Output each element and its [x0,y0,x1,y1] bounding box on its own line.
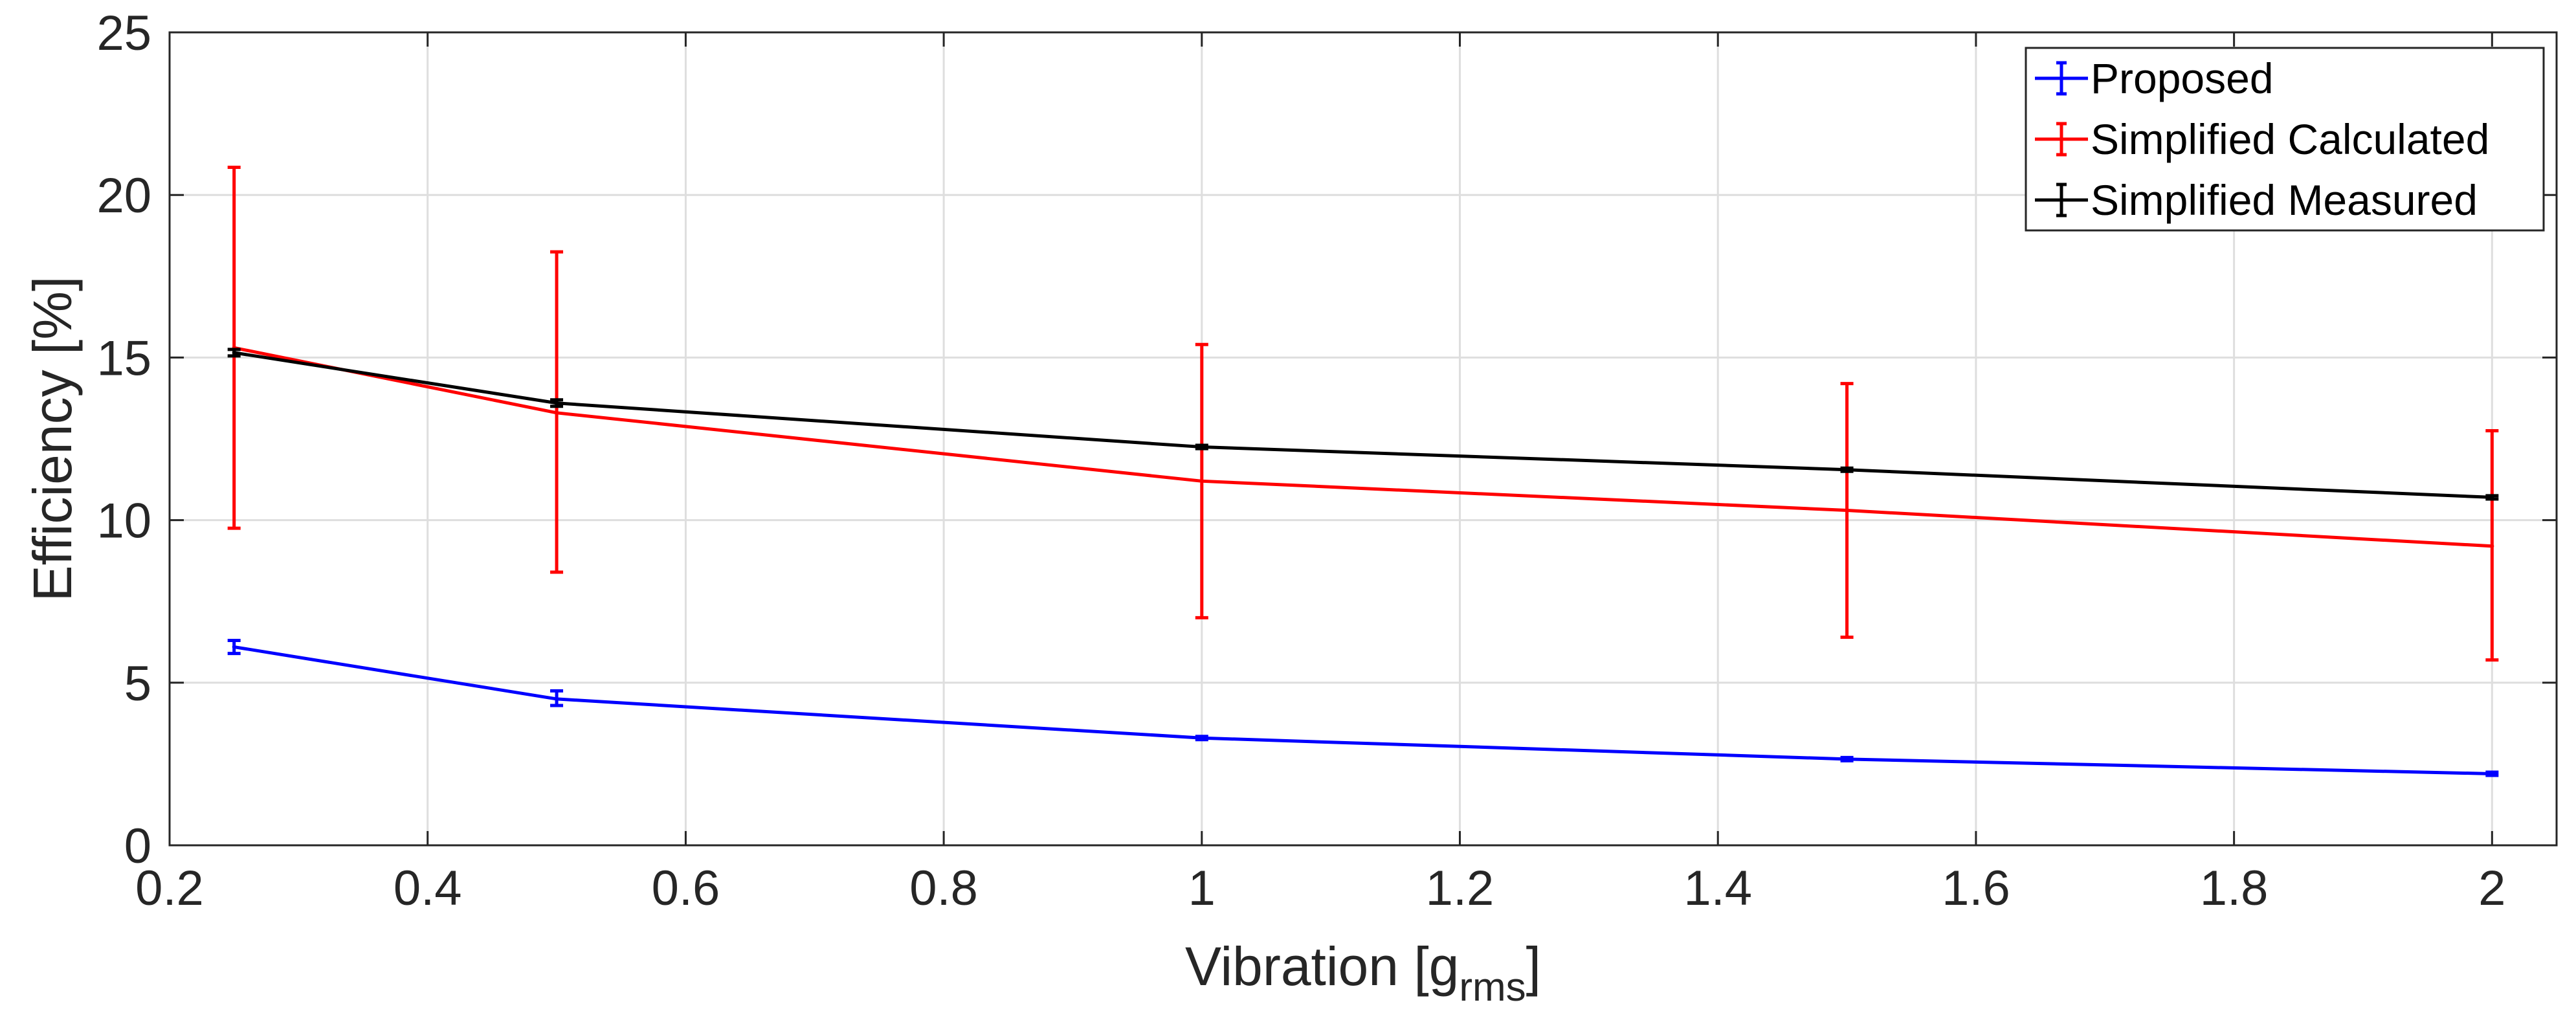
data-point-simplified-measured [232,350,236,355]
series-simplified-measured [227,348,2499,501]
data-point-proposed [1845,757,1849,761]
x-tick-label: 1 [1188,861,1216,916]
x-tick-label: 0.6 [652,861,720,916]
series-layer [227,165,2499,777]
data-point-proposed [2490,772,2494,776]
x-tick-label: 1.4 [1683,861,1752,916]
y-tick-label: 15 [96,331,151,386]
legend-label-simplified-calculated: Simplified Calculated [2091,115,2489,163]
x-tick-label: 0.8 [909,861,978,916]
x-axis-label-end: ] [1526,936,1541,997]
x-axis-label: Vibration [grms] [1185,936,1541,1010]
x-tick-label: 1.2 [1426,861,1494,916]
legend-entry-proposed: Proposed [2035,54,2274,102]
data-point-proposed [1199,736,1204,740]
plot-frame [168,31,2558,847]
data-point-simplified-calculated [555,410,559,415]
legend-entry-simplified-calculated: Simplified Calculated [2035,115,2489,163]
series-simplified-calculated [227,165,2499,662]
data-point-simplified-measured [555,401,559,405]
series-proposed [227,638,2499,777]
legend-label-simplified-measured: Simplified Measured [2091,176,2478,224]
data-point-proposed [232,645,236,649]
y-tick-label: 10 [96,494,151,549]
data-point-simplified-calculated [2490,544,2494,548]
x-tick-label: 0.4 [394,861,462,916]
legend: Proposed Simplified Calculated Simplified … [2025,47,2545,232]
x-tick-label: 1.8 [2200,861,2269,916]
data-point-simplified-measured [2490,495,2494,500]
data-point-proposed [555,696,559,701]
data-point-simplified-measured [1199,445,1204,449]
x-tick-label: 2 [2478,861,2505,916]
legend-box [2025,47,2545,232]
legend-label-proposed: Proposed [2091,54,2274,102]
y-tick-label: 25 [96,6,151,61]
data-point-simplified-calculated [1845,508,1849,513]
legend-entry-simplified-measured: Simplified Measured [2035,176,2478,224]
x-tick-label: 0.2 [135,861,204,916]
y-tick-label: 20 [96,168,151,223]
y-tick-label: 5 [124,656,151,711]
data-point-simplified-measured [1845,467,1849,472]
y-axis-label: Efficiency [%] [22,276,83,602]
x-axis-label-subscript: rms [1459,965,1526,1010]
data-point-simplified-calculated [1199,479,1204,483]
y-tick-label: 0 [124,819,151,874]
x-tick-label: 1.6 [1942,861,2010,916]
